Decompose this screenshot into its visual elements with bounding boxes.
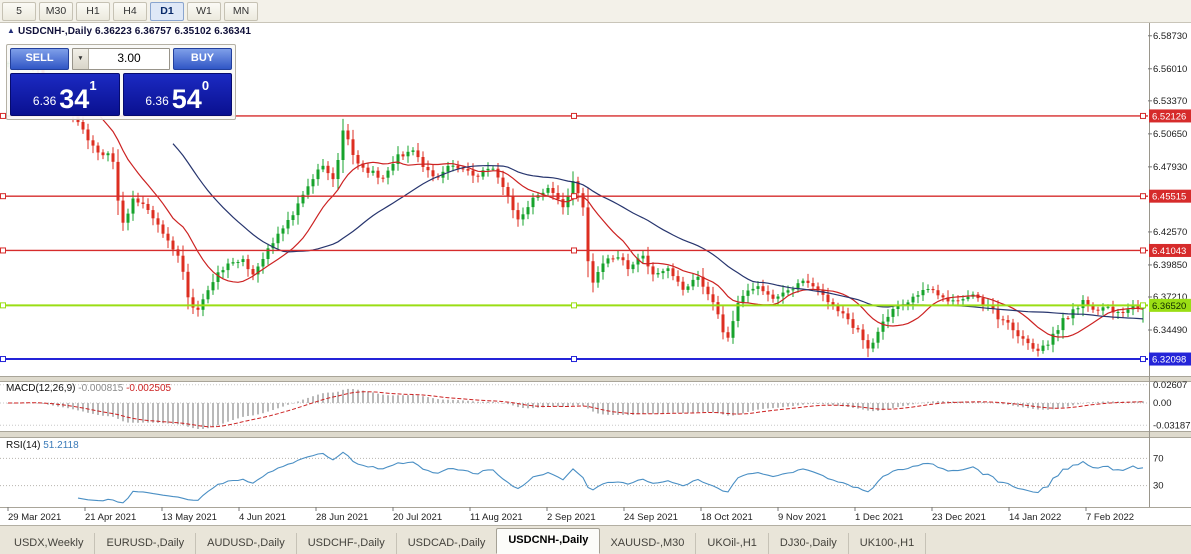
- buy-button[interactable]: BUY: [173, 48, 232, 70]
- timeframe-button-h1[interactable]: H1: [76, 1, 110, 21]
- volume-input[interactable]: 3.00: [117, 51, 141, 65]
- price-level-badge-text: 6.36520: [1152, 301, 1186, 312]
- date-axis-label: 20 Jul 2021: [393, 512, 442, 523]
- line-anchor-handle[interactable]: [571, 302, 577, 309]
- price-level-badge: [1149, 189, 1191, 203]
- date-axis-label: 14 Jan 2022: [1009, 512, 1061, 523]
- sell-price-display[interactable]: 6.36 34 1: [10, 73, 120, 116]
- price-level-badge: [1149, 109, 1191, 123]
- ma-fast-line: [62, 73, 1144, 338]
- timeframe-button-m30[interactable]: M30: [39, 1, 73, 21]
- timeframe-button-mn[interactable]: MN: [224, 1, 258, 21]
- macd-axis-label: -0.031872: [1153, 420, 1191, 431]
- chart-title: ▲ USDCNH-,Daily 6.36223 6.36757 6.35102 6…: [7, 26, 251, 37]
- volume-dropdown-icon[interactable]: ▼: [73, 49, 89, 69]
- date-axis-label: 4 Jun 2021: [239, 512, 286, 523]
- date-axis-label: 9 Nov 2021: [778, 512, 827, 523]
- macd-indicator-label: MACD(12,26,9) -0.000815 -0.002505: [6, 383, 172, 394]
- chart-tab-usdcnh-daily[interactable]: USDCNH-,Daily: [496, 528, 601, 554]
- price-level-badge: [1149, 352, 1191, 366]
- chart-symbol-period: USDCNH-,Daily: [18, 26, 93, 37]
- chart-tab-usdx-weekly[interactable]: USDX,Weekly: [3, 533, 96, 554]
- line-anchor-handle[interactable]: [1140, 247, 1146, 254]
- macd-axis-label: 0.00: [1153, 398, 1172, 409]
- price-axis-label: 6.50650: [1153, 129, 1187, 140]
- line-anchor-handle[interactable]: [1140, 193, 1146, 200]
- rsi-line: [77, 451, 1144, 504]
- price-axis-label: 6.58730: [1153, 31, 1187, 42]
- chart-ohlc-values: 6.36223 6.36757 6.35102 6.36341: [95, 26, 252, 37]
- price-axis-label: 6.47930: [1153, 162, 1187, 173]
- chart-tabs-bar: USDX,Weekly EURUSD-,Daily AUDUSD-,Daily USD…: [0, 525, 1191, 554]
- line-anchor-handle[interactable]: [1140, 356, 1146, 363]
- timeframe-button-h4[interactable]: H4: [113, 1, 147, 21]
- price-level-badge-text: 6.52126: [1152, 111, 1186, 122]
- date-axis-label: 7 Feb 2022: [1086, 512, 1134, 523]
- chart-tab-xauusd-m30[interactable]: XAUUSD-,M30: [599, 533, 697, 554]
- timeframe-button-w1[interactable]: W1: [187, 1, 221, 21]
- macd-signal-line: [8, 391, 1144, 428]
- buy-price-big-digits: 54: [171, 84, 202, 114]
- line-anchor-handle[interactable]: [1140, 302, 1146, 309]
- buy-price-pip-digit: 0: [201, 78, 210, 93]
- chart-tab-ukoil-h1[interactable]: UKOil-,H1: [696, 533, 769, 554]
- date-axis-label: 23 Dec 2021: [932, 512, 986, 523]
- chart-icon: ▲: [7, 26, 16, 35]
- sell-price-big-digits: 34: [59, 84, 90, 114]
- date-axis-label: 21 Apr 2021: [85, 512, 136, 523]
- chart-tab-audusd-daily[interactable]: AUDUSD-,Daily: [196, 533, 297, 554]
- chart-tab-usdcad-daily[interactable]: USDCAD-,Daily: [397, 533, 498, 554]
- line-anchor-handle[interactable]: [571, 112, 577, 119]
- price-level-badge: [1149, 243, 1191, 257]
- price-axis-label: 6.53370: [1153, 96, 1187, 107]
- price-level-badge: [1149, 298, 1191, 312]
- chart-tab-dj30-daily[interactable]: DJ30-,Daily: [769, 533, 849, 554]
- price-axis-label: 6.56010: [1153, 64, 1187, 75]
- date-axis-label: 24 Sep 2021: [624, 512, 678, 523]
- rsi-axis-label: 70: [1153, 453, 1164, 464]
- date-axis-label: 13 May 2021: [162, 512, 217, 523]
- buy-price-prefix: 6.36: [145, 94, 169, 108]
- date-axis-label: 29 Mar 2021: [8, 512, 61, 523]
- one-click-trading-panel: SELL ▼ 3.00 BUY 6.36 34 1 6.36 54 0: [6, 44, 236, 120]
- price-level-badge-text: 6.45515: [1152, 192, 1186, 203]
- macd-histogram: [7, 388, 1144, 429]
- timeframe-button-5[interactable]: 5: [2, 1, 36, 21]
- sell-price-prefix: 6.36: [32, 94, 57, 108]
- timeframe-button-d1[interactable]: D1: [150, 1, 184, 21]
- date-axis-label: 1 Dec 2021: [855, 512, 904, 523]
- ma-slow-line: [172, 143, 1144, 320]
- sell-button[interactable]: SELL: [10, 48, 69, 70]
- price-level-badge-text: 6.32098: [1152, 355, 1186, 366]
- price-axis-label: 6.42570: [1153, 227, 1187, 238]
- price-axis-label: 6.34490: [1153, 325, 1187, 336]
- line-anchor-handle[interactable]: [0, 356, 6, 363]
- line-anchor-handle[interactable]: [571, 193, 577, 200]
- line-anchor-handle[interactable]: [571, 356, 577, 363]
- rsi-indicator-label: RSI(14) 51.2118: [6, 440, 79, 451]
- chart-tab-uk100-h1[interactable]: UK100-,H1: [849, 533, 927, 554]
- volume-control[interactable]: ▼ 3.00: [72, 48, 170, 70]
- price-axis-label: 6.39850: [1153, 260, 1187, 271]
- sell-price-pip-digit: 1: [89, 78, 97, 93]
- buy-price-display[interactable]: 6.36 54 0: [122, 73, 232, 116]
- chart-tab-usdchf-daily[interactable]: USDCHF-,Daily: [297, 533, 397, 554]
- date-axis-label: 2 Sep 2021: [547, 512, 596, 523]
- line-anchor-handle[interactable]: [0, 193, 6, 200]
- line-anchor-handle[interactable]: [1140, 112, 1146, 119]
- line-anchor-handle[interactable]: [0, 302, 6, 309]
- date-axis-label: 11 Aug 2021: [470, 512, 523, 523]
- date-axis-label: 18 Oct 2021: [701, 512, 753, 523]
- macd-axis-label: 0.02607: [1153, 380, 1187, 391]
- chart-tab-eurusd-daily[interactable]: EURUSD-,Daily: [95, 533, 197, 554]
- date-axis-label: 28 Jun 2021: [316, 512, 368, 523]
- line-anchor-handle[interactable]: [571, 247, 577, 254]
- price-axis-label: 6.37210: [1153, 292, 1187, 303]
- timeframe-toolbar: 5 M30 H1 H4 D1 W1 MN: [0, 0, 1191, 23]
- line-anchor-handle[interactable]: [0, 247, 6, 254]
- line-anchor-handle[interactable]: [0, 112, 6, 119]
- rsi-axis-label: 30: [1153, 481, 1164, 492]
- price-level-badge-text: 6.41043: [1152, 246, 1186, 257]
